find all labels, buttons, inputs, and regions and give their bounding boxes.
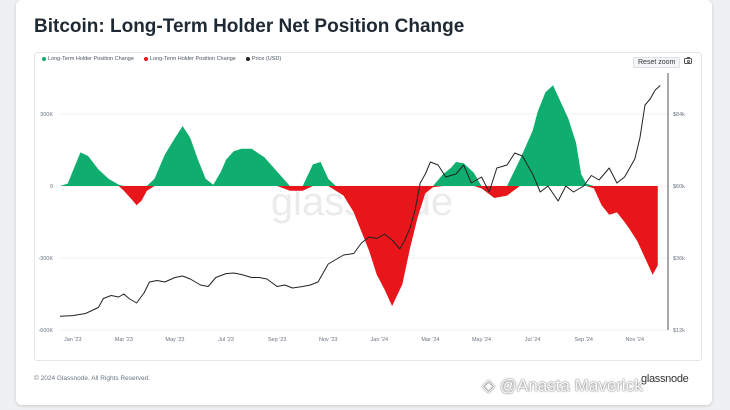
x-tick-label: Sep '23 [268, 337, 286, 343]
y-left-tick-label: 0 [50, 184, 53, 190]
brand-logo: glassnode [641, 373, 689, 385]
page-title: Bitcoin: Long-Term Holder Net Position C… [34, 16, 465, 37]
x-tick-label: May '23 [165, 337, 184, 343]
x-tick-label: Jul '24 [525, 337, 541, 343]
y-right-tick-label: $84k [673, 112, 685, 118]
x-tick-label: Jan '23 [64, 337, 82, 343]
y-left-tick-label: -600K [38, 328, 53, 334]
chart-legend: Long-Term Holder Position Change Long-Te… [42, 56, 281, 62]
y-right-tick-label: $36k [673, 256, 685, 262]
legend-item-price[interactable]: Price (USD) [245, 56, 282, 62]
copyright-footer: © 2024 Glassnode. All Rights Reserved. [34, 375, 151, 382]
legend-dot-icon [143, 57, 148, 61]
x-tick-label: Jul '23 [218, 337, 234, 343]
x-tick-label: Nov '24 [626, 337, 644, 343]
x-tick-label: Mar '23 [115, 337, 133, 343]
y-left-tick-label: -300K [38, 256, 53, 262]
attribution-watermark: ◈ @Anasta Maverick [482, 376, 643, 396]
legend-dot-icon [42, 57, 46, 61]
legend-label: Long-Term Holder Position Change [149, 56, 236, 62]
y-left-tick-label: 300K [40, 112, 53, 118]
y-right-tick-label: $60k [673, 184, 685, 190]
legend-dot-icon [245, 57, 250, 61]
x-tick-label: Sep '24 [574, 337, 592, 343]
legend-item-positive[interactable]: Long-Term Holder Position Change [42, 56, 134, 62]
reset-zoom-button[interactable]: Reset zoom [633, 57, 681, 68]
x-tick-label: Jan '24 [371, 337, 389, 343]
series-negative-area [60, 186, 658, 306]
series-positive-area [60, 85, 658, 186]
x-tick-label: May '24 [472, 337, 491, 343]
attribution-text: @Anasta Maverick [499, 376, 643, 395]
x-tick-label: Nov '23 [319, 337, 337, 343]
diamond-logo-icon: ◈ [482, 376, 500, 395]
y-right-tick-label: $12k [673, 328, 685, 334]
legend-label: Long-Term Holder Position Change [48, 56, 134, 62]
legend-item-negative[interactable]: Long-Term Holder Position Change [143, 56, 236, 62]
series-price-line [59, 85, 661, 317]
x-tick-label: Mar '24 [421, 337, 439, 343]
camera-icon[interactable] [684, 56, 692, 64]
legend-label: Price (USD) [251, 56, 282, 62]
